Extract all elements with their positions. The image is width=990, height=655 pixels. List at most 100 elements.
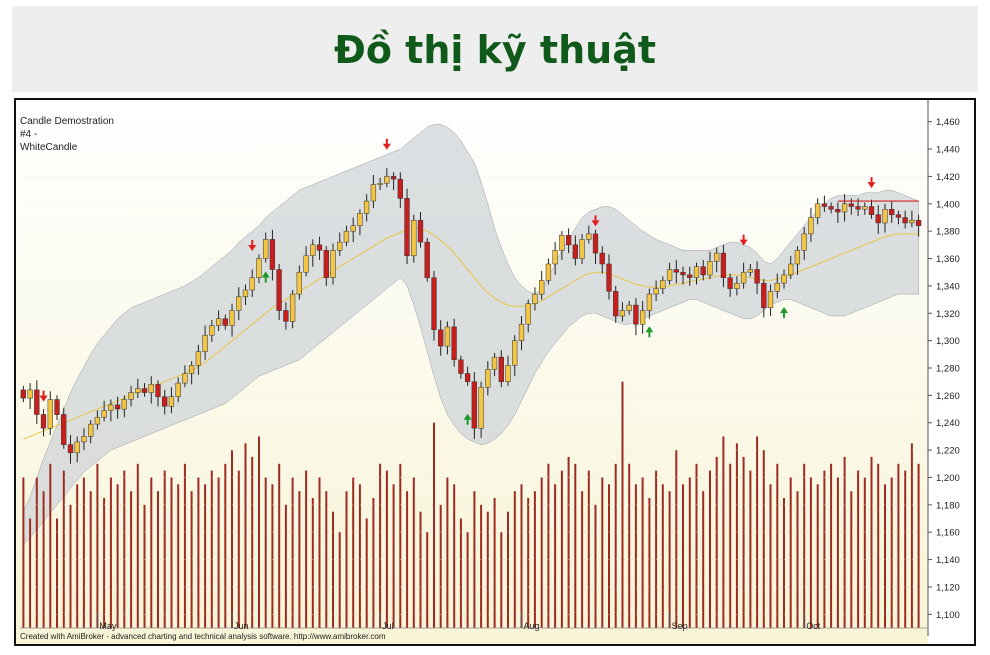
volume-bar xyxy=(163,470,166,628)
candle-down xyxy=(613,291,619,317)
volume-bar xyxy=(426,532,429,628)
candle-up xyxy=(330,250,336,278)
volume-bar xyxy=(540,477,543,628)
volume-bar xyxy=(527,498,530,628)
candle-up xyxy=(532,293,538,304)
volume-bar xyxy=(258,436,260,628)
volume-bar xyxy=(466,532,469,628)
candle-up xyxy=(707,261,713,276)
candle-down xyxy=(397,178,403,199)
candle-down xyxy=(40,414,47,429)
sell-arrow-icon xyxy=(739,234,748,246)
candle-up xyxy=(303,255,309,273)
candle-up xyxy=(296,271,302,295)
candle-up xyxy=(81,436,87,443)
buy-arrow-icon xyxy=(463,413,472,425)
volume-bar xyxy=(136,463,139,628)
candle-up xyxy=(801,233,807,251)
volume-bar xyxy=(385,470,388,628)
y-tick-label: 1,440 xyxy=(936,145,960,156)
volume-bar xyxy=(608,484,610,628)
candle-up xyxy=(862,206,868,210)
candle-down xyxy=(868,206,875,215)
volume-bar xyxy=(890,477,893,628)
buy-arrow-icon xyxy=(261,271,270,283)
candle-up xyxy=(350,225,356,232)
volume-bar xyxy=(143,504,146,628)
volume-bar xyxy=(587,470,590,628)
candle-up xyxy=(794,250,801,265)
volume-bar xyxy=(688,477,691,628)
sell-arrow-icon xyxy=(382,138,391,150)
y-tick-label: 1,180 xyxy=(936,500,960,511)
candle-down xyxy=(390,176,397,180)
candle-up xyxy=(660,280,666,289)
price-chart: 1,100 1,120 1,140 1,160 1,180 1,200 1,220 1,240… xyxy=(16,100,960,644)
candle-up xyxy=(559,235,565,251)
volume-bar xyxy=(345,491,348,628)
candle-down xyxy=(821,203,828,207)
volume-bar xyxy=(520,484,523,628)
legend-number: #4 - xyxy=(20,129,38,140)
volume-bar xyxy=(789,477,792,628)
candle-down xyxy=(673,269,679,273)
candle-down xyxy=(471,381,477,429)
volume-bar xyxy=(648,498,651,628)
y-tick-label: 1,200 xyxy=(936,473,960,484)
candle-up xyxy=(310,244,316,256)
candle-up xyxy=(814,203,821,218)
candle-up xyxy=(148,384,154,393)
candle-up xyxy=(653,288,659,295)
candle-down xyxy=(592,233,599,254)
volume-bar xyxy=(560,470,563,628)
candle-up xyxy=(357,213,363,226)
y-tick-label: 1,220 xyxy=(936,446,960,457)
footer-credit: Created with AmiBroker - advanced charti… xyxy=(20,632,386,641)
volume-bar xyxy=(459,518,462,628)
y-tick-label: 1,400 xyxy=(936,199,960,210)
candle-up xyxy=(626,304,632,311)
volume-bar xyxy=(298,491,301,628)
candle-down xyxy=(61,414,67,445)
volume-bar xyxy=(809,477,812,628)
volume-bar xyxy=(473,491,476,628)
y-tick-label: 1,360 xyxy=(936,254,960,265)
volume-bar xyxy=(816,484,819,628)
x-tick-label: Jun xyxy=(234,621,249,631)
candle-up xyxy=(343,230,350,243)
candle-down xyxy=(680,271,686,276)
buy-arrow-icon xyxy=(645,326,654,338)
y-tick-label: 1,140 xyxy=(936,555,960,566)
volume-bar xyxy=(419,511,422,628)
candle-up xyxy=(646,293,653,311)
volume-bar xyxy=(69,504,72,628)
volume-bar xyxy=(904,470,907,628)
volume-bar xyxy=(533,491,536,628)
volume-bar xyxy=(453,484,456,628)
candle-down xyxy=(20,389,26,399)
candle-down xyxy=(848,203,854,207)
candle-up xyxy=(121,399,127,410)
volume-bar xyxy=(224,463,227,628)
candle-up xyxy=(27,389,33,399)
sell-arrow-icon xyxy=(867,177,876,189)
volume-bar xyxy=(507,511,509,628)
page-title: Đồ thị kỹ thuật xyxy=(334,28,656,72)
volume-bar xyxy=(709,470,711,628)
candle-up xyxy=(236,296,242,311)
volume-bar xyxy=(439,504,442,628)
volume-bar xyxy=(332,511,334,628)
volume-bar xyxy=(446,477,449,628)
candle-down xyxy=(323,250,329,278)
volume-bar xyxy=(358,484,361,628)
candle-up xyxy=(693,266,700,278)
sell-arrow-icon xyxy=(591,215,600,227)
volume-bar xyxy=(695,463,698,628)
volume-bar xyxy=(796,491,799,628)
volume-bar xyxy=(22,477,25,628)
volume-bar xyxy=(621,381,624,628)
volume-bar xyxy=(762,450,765,628)
candle-up xyxy=(734,282,740,289)
y-tick-label: 1,160 xyxy=(936,528,960,539)
volume-bar xyxy=(399,463,402,628)
